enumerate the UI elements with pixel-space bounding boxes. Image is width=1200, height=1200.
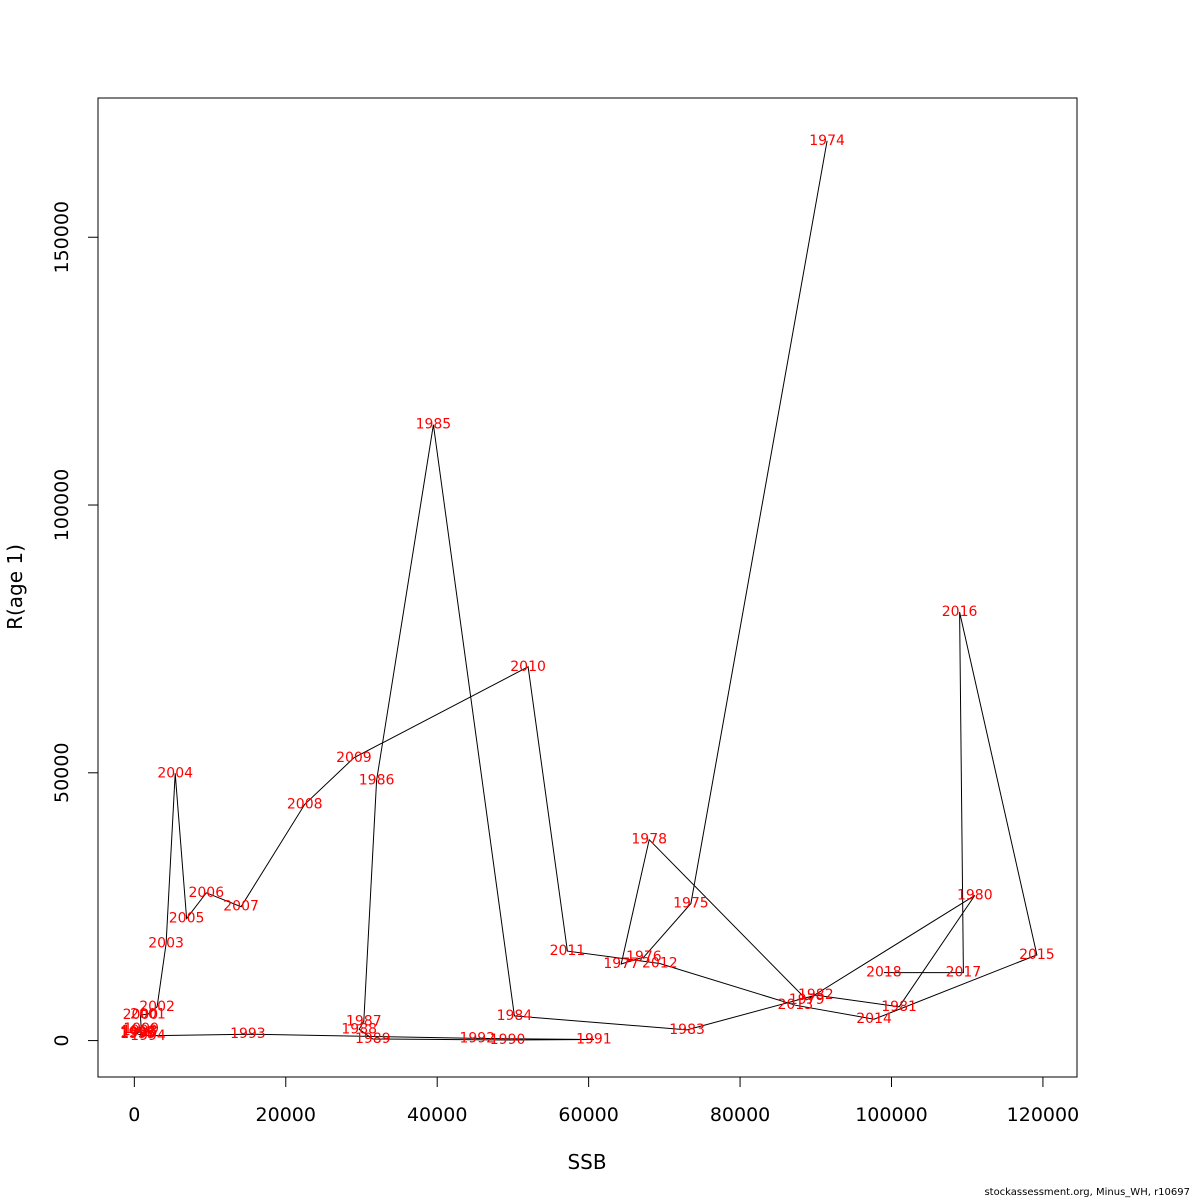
point-label-1988: 1988 <box>341 1021 377 1037</box>
point-label-2016: 2016 <box>942 604 978 620</box>
point-label-1992: 1992 <box>459 1030 495 1046</box>
point-label-1979: 1979 <box>789 992 825 1008</box>
point-label-2018: 2018 <box>866 965 902 981</box>
point-label-1982: 1982 <box>798 987 834 1003</box>
x-tick-label: 20000 <box>256 1104 316 1126</box>
y-axis-title: R(age 1) <box>3 544 27 630</box>
point-label-1998: 1998 <box>122 1023 158 1039</box>
point-label-1994: 1994 <box>130 1028 166 1044</box>
point-label-2004: 2004 <box>157 765 193 781</box>
point-label-1981: 1981 <box>881 999 917 1015</box>
point-label-1997: 1997 <box>120 1025 156 1041</box>
point-label-2017: 2017 <box>946 965 982 981</box>
point-label-1984: 1984 <box>497 1008 533 1024</box>
point-label-2000: 2000 <box>123 1007 159 1023</box>
point-label-2008: 2008 <box>287 796 323 812</box>
point-label-1978: 1978 <box>631 832 667 848</box>
point-label-2003: 2003 <box>148 936 184 952</box>
point-label-1990: 1990 <box>490 1032 526 1048</box>
x-axis: 0 20000 40000 60000 80000 100000 120000 <box>128 1076 1080 1126</box>
point-label-1986: 1986 <box>359 772 395 788</box>
point-label-2006: 2006 <box>188 885 224 901</box>
point-label-1983: 1983 <box>669 1022 705 1038</box>
point-label-2007: 2007 <box>223 899 259 915</box>
point-label-1975: 1975 <box>673 896 709 912</box>
point-label-1987: 1987 <box>346 1013 382 1029</box>
x-tick-label: 120000 <box>1007 1104 1080 1126</box>
point-label-2001: 2001 <box>130 1006 166 1022</box>
point-label-1991: 1991 <box>576 1032 612 1048</box>
point-label-2011: 2011 <box>550 943 586 959</box>
x-tick-label: 60000 <box>558 1104 618 1126</box>
y-axis: 0 50000 100000 150000 <box>51 201 99 1047</box>
point-label-1977: 1977 <box>603 956 639 972</box>
point-label-2015: 2015 <box>1019 947 1055 963</box>
point-label-2012: 2012 <box>642 956 678 972</box>
x-tick-label: 0 <box>128 1104 140 1126</box>
point-label-2005: 2005 <box>169 911 205 927</box>
point-label-2002: 2002 <box>139 999 175 1015</box>
point-label-1996: 1996 <box>120 1026 156 1042</box>
plot-frame <box>97 97 1078 1078</box>
x-tick-label: 80000 <box>710 1104 770 1126</box>
point-label-1976: 1976 <box>626 949 662 965</box>
point-label-1989: 1989 <box>355 1031 391 1047</box>
x-axis-title: SSB <box>567 1150 606 1174</box>
point-label-1974: 1974 <box>809 133 845 149</box>
series-line <box>136 140 1038 1041</box>
y-tick-label: 100000 <box>51 469 73 542</box>
point-label-1995: 1995 <box>120 1026 156 1042</box>
x-tick-label: 100000 <box>855 1104 928 1126</box>
y-tick-label: 0 <box>51 1035 73 1047</box>
x-tick-label: 40000 <box>407 1104 467 1126</box>
point-label-2009: 2009 <box>336 750 372 766</box>
point-label-1985: 1985 <box>416 417 452 433</box>
point-label-1999: 1999 <box>123 1021 159 1037</box>
point-label-2013: 2013 <box>777 997 813 1013</box>
footer-credit: stockassessment.org, Minus_WH, r10697 <box>984 1187 1190 1198</box>
point-label-1993: 1993 <box>230 1026 266 1042</box>
y-tick-label: 150000 <box>51 201 73 274</box>
point-label-1980: 1980 <box>957 887 993 903</box>
y-tick-label: 50000 <box>51 743 73 803</box>
point-label-2014: 2014 <box>856 1011 892 1027</box>
point-label-2010: 2010 <box>510 659 546 675</box>
